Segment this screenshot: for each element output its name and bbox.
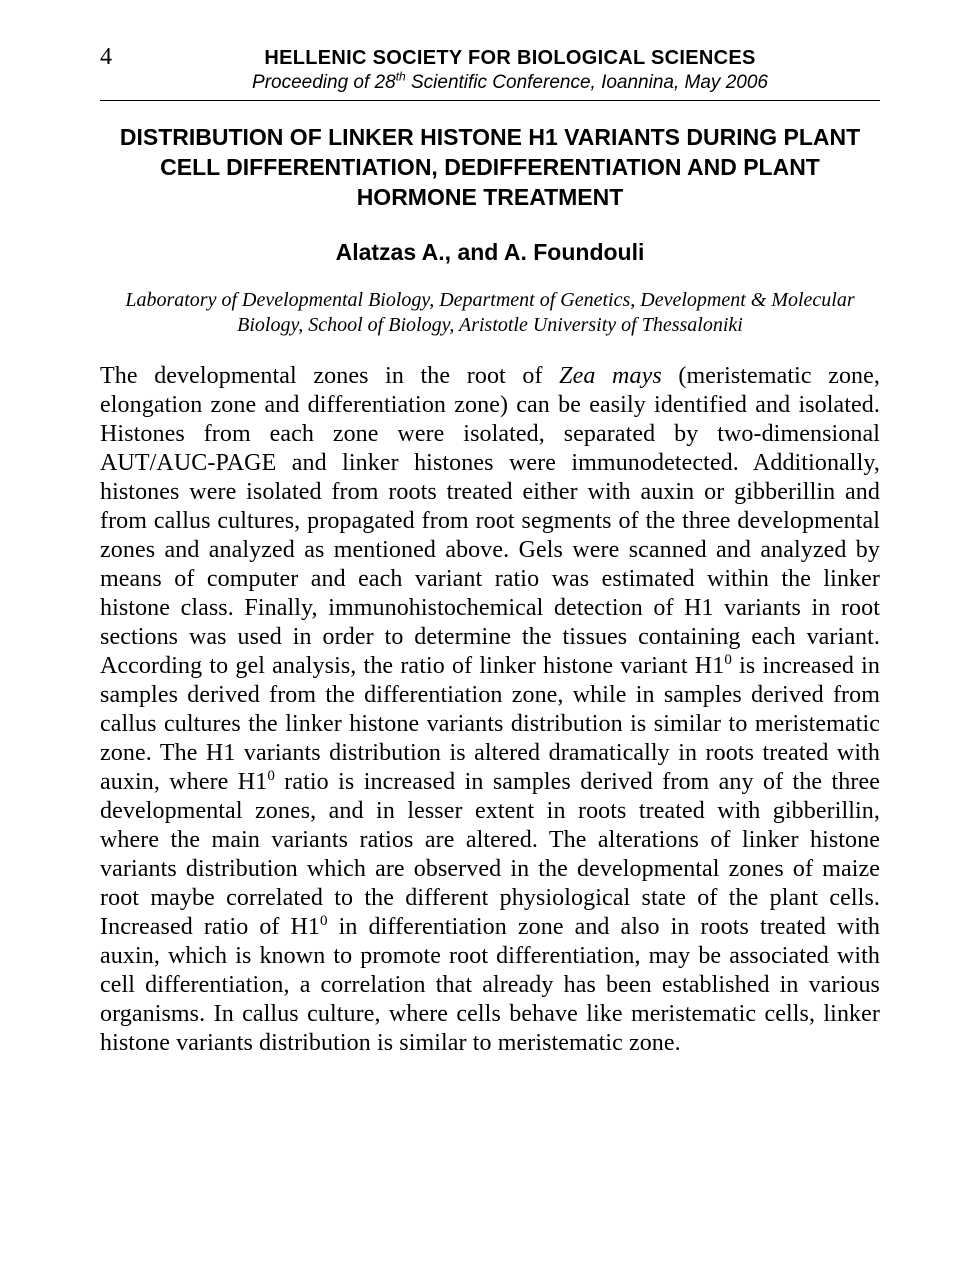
proceeding-suffix: Scientific Conference, Ioannina, May 200… bbox=[406, 72, 768, 93]
proceeding-prefix: Proceeding of 28 bbox=[252, 72, 396, 93]
authors: Alatzas A., and A. Foundouli bbox=[100, 239, 880, 266]
header-rule bbox=[100, 100, 880, 101]
society-name: HELLENIC SOCIETY FOR BIOLOGICAL SCIENCES bbox=[140, 47, 880, 70]
page-header: 4 HELLENIC SOCIETY FOR BIOLOGICAL SCIENC… bbox=[100, 44, 880, 94]
affiliation: Laboratory of Developmental Biology, Dep… bbox=[100, 288, 880, 338]
abstract-body: The developmental zones in the root of Z… bbox=[100, 362, 880, 1059]
proceeding-line: Proceeding of 28th Scientific Conference… bbox=[140, 72, 880, 94]
paper-title: DISTRIBUTION OF LINKER HISTONE H1 VARIAN… bbox=[100, 123, 880, 213]
proceeding-ordinal: th bbox=[396, 70, 406, 84]
body-seg-1b: (meristematic zone, elongation zone and … bbox=[100, 363, 880, 679]
body-seg-1a: The developmental zones in the root of bbox=[100, 363, 559, 389]
superscript-0-b: 0 bbox=[267, 768, 275, 784]
page-number: 4 bbox=[100, 44, 140, 71]
species-name: Zea mays bbox=[559, 363, 662, 389]
superscript-0-a: 0 bbox=[724, 652, 732, 668]
superscript-0-c: 0 bbox=[320, 913, 328, 929]
header-center: HELLENIC SOCIETY FOR BIOLOGICAL SCIENCES… bbox=[140, 47, 880, 94]
